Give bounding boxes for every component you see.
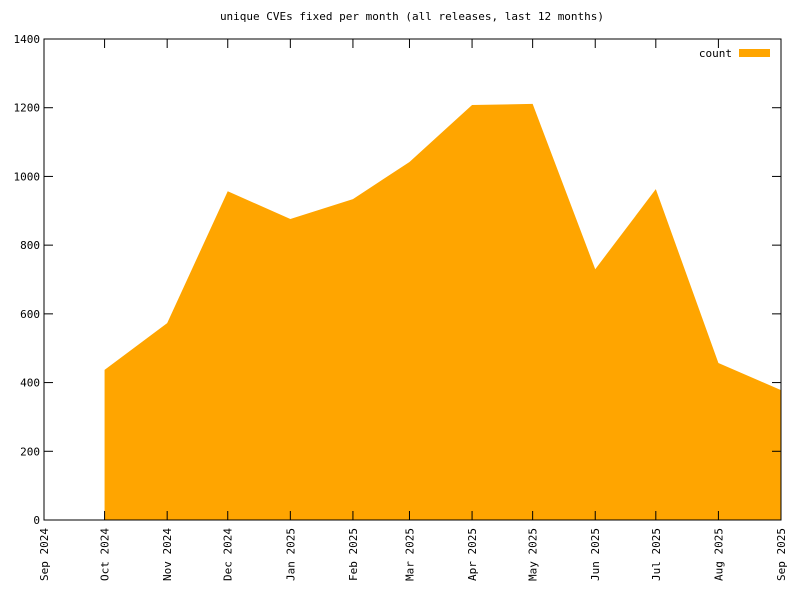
x-tick-label: Dec 2024 [222, 528, 235, 581]
x-tick-label: Nov 2024 [161, 528, 174, 581]
legend-label: count [699, 47, 732, 60]
x-tick-label: Feb 2025 [347, 528, 360, 581]
y-tick-label: 1200 [14, 102, 41, 115]
x-tick-label: Sep 2025 [775, 528, 788, 581]
plot-frame [43, 38, 782, 521]
y-tick-label: 0 [33, 514, 40, 527]
x-tick-label: Sep 2024 [38, 528, 51, 581]
x-tick-label: Oct 2024 [99, 528, 112, 581]
y-tick-label: 1400 [14, 33, 41, 46]
y-tick-label: 400 [20, 377, 40, 390]
x-tick-label: Apr 2025 [466, 528, 479, 581]
x-tick-label: Jul 2025 [650, 528, 663, 581]
x-tick-label: Jan 2025 [284, 528, 297, 581]
legend-swatch [739, 49, 770, 57]
y-tick-label: 600 [20, 308, 40, 321]
chart-title: unique CVEs fixed per month (all release… [220, 10, 604, 23]
y-tick-label: 1000 [14, 170, 41, 183]
x-tick-label: Aug 2025 [712, 528, 725, 581]
y-tick-label: 800 [20, 239, 40, 252]
x-tick-label: Mar 2025 [403, 528, 416, 581]
x-tick-label: May 2025 [527, 528, 540, 581]
y-tick-label: 200 [20, 445, 40, 458]
area [104, 103, 782, 520]
x-tick-label: Jun 2025 [589, 528, 602, 581]
